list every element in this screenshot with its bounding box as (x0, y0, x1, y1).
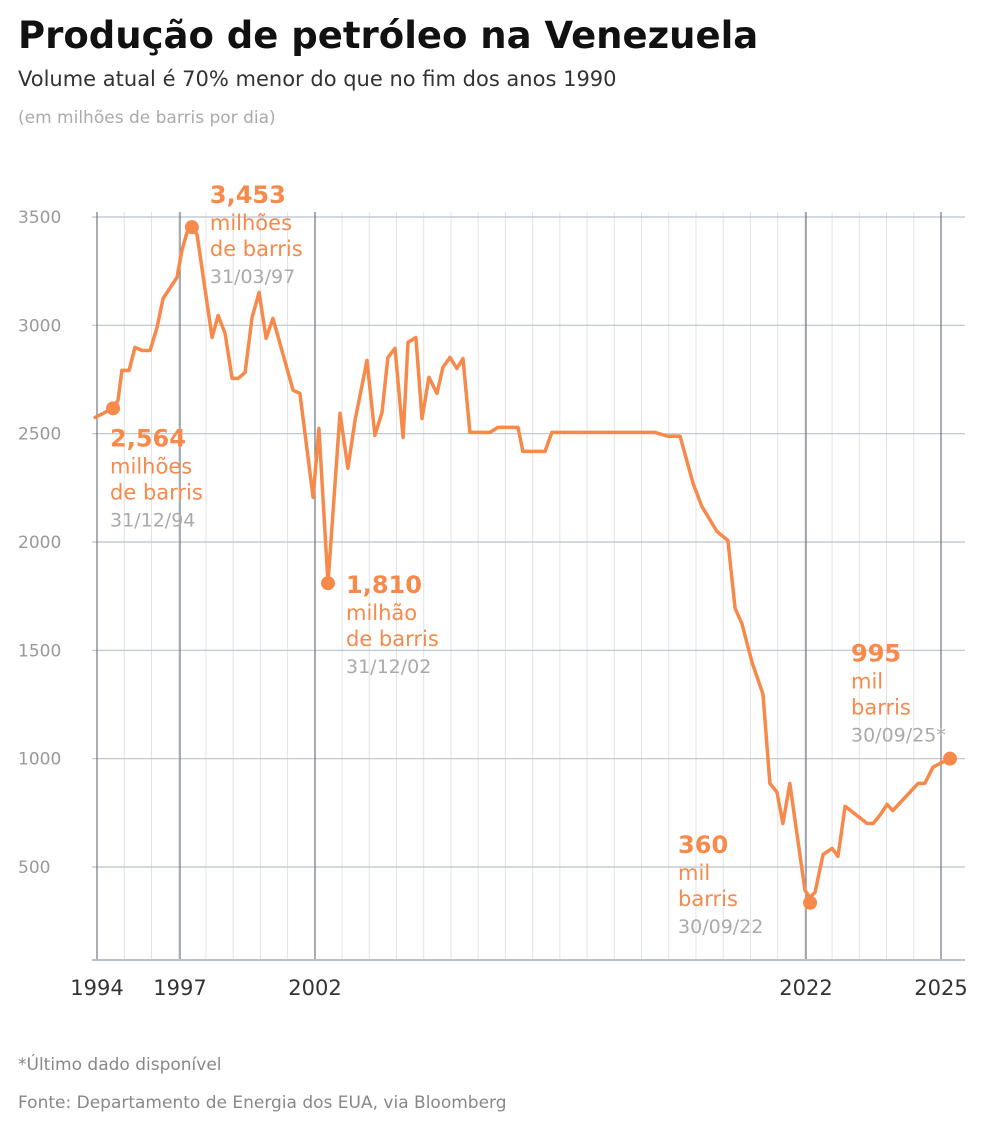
annotation-dot (321, 576, 336, 591)
annotation-line1: milhão (346, 601, 417, 625)
annotation-line1: mil (851, 670, 883, 694)
x-axis: 1994 1997 2002 2022 2025 (70, 976, 967, 1000)
x-tick-label: 2002 (288, 976, 341, 1000)
x-tick-label: 2025 (914, 976, 967, 1000)
y-tick-label: 3000 (18, 316, 61, 336)
y-tick-label: 1000 (18, 750, 61, 770)
annotation-line1: milhões (210, 211, 292, 235)
x-tick-label: 1997 (153, 976, 206, 1000)
annotation-line2: de barris (346, 627, 439, 651)
grid (92, 212, 965, 961)
annotation-date: 30/09/22 (678, 916, 763, 938)
annotation-line2: barris (851, 696, 911, 720)
y-axis: 500 1000 1500 2000 2500 3000 3500 (18, 208, 61, 878)
y-tick-label: 3500 (18, 208, 61, 228)
chart-title: Produção de petróleo na Venezuela (18, 14, 758, 57)
annotation-value: 995 (851, 640, 901, 668)
annotation-dot (106, 401, 121, 416)
annotation-dot (803, 895, 818, 910)
annotation-line2: de barris (110, 480, 203, 504)
annotation-value: 360 (678, 831, 728, 859)
annotation-value: 1,810 (346, 571, 422, 599)
annotation-line1: milhões (110, 454, 192, 478)
footnote: *Último dado disponível (18, 1053, 222, 1075)
annotation-date: 31/12/02 (346, 656, 431, 678)
annotation-value: 3,453 (210, 181, 286, 209)
annotation-date: 31/03/97 (210, 266, 295, 288)
y-tick-label: 500 (18, 858, 50, 878)
y-tick-label: 1500 (18, 641, 61, 661)
production-line (93, 225, 952, 900)
chart-subtitle: Volume atual é 70% menor do que no fim d… (18, 67, 617, 91)
annotation-date: 31/12/94 (110, 509, 195, 531)
y-tick-label: 2000 (18, 533, 61, 553)
annotation-value: 2,564 (110, 424, 186, 452)
y-tick-label: 2500 (18, 425, 61, 445)
annotation-date: 30/09/25* (851, 725, 946, 747)
annotation-line1: mil (678, 861, 710, 885)
source-note: Fonte: Departamento de Energia dos EUA, … (18, 1093, 507, 1113)
annotation-line2: de barris (210, 237, 303, 261)
annotation-dot (184, 220, 199, 235)
chart-unit: (em milhões de barris por dia) (18, 108, 276, 128)
annotation-dot (943, 751, 957, 766)
series (93, 225, 952, 900)
x-tick-label: 1994 (70, 976, 123, 1000)
x-tick-label: 2022 (779, 976, 832, 1000)
annotation-line2: barris (678, 887, 738, 911)
